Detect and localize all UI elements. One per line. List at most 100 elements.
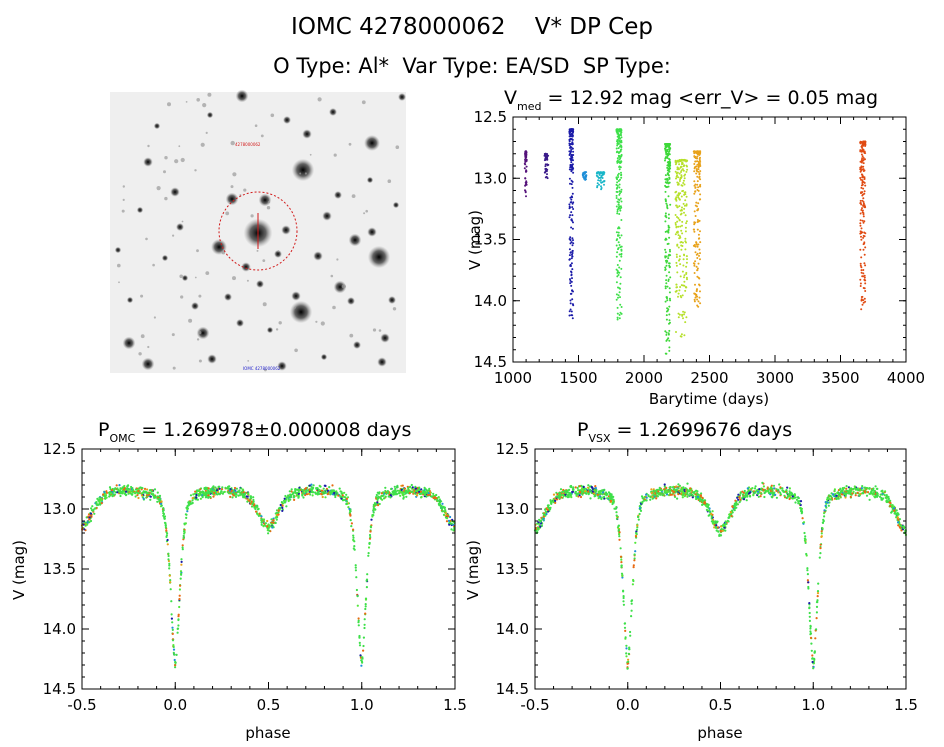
data-point xyxy=(426,493,430,497)
data-point xyxy=(364,598,368,601)
data-point xyxy=(874,494,878,497)
data-point xyxy=(682,179,685,182)
data-point xyxy=(856,487,859,490)
data-point xyxy=(604,492,607,495)
data-point xyxy=(582,176,585,179)
faint-star xyxy=(330,274,334,278)
data-point xyxy=(185,516,188,520)
data-point xyxy=(250,500,253,503)
data-point xyxy=(524,161,527,163)
data-point xyxy=(695,265,698,268)
data-point xyxy=(618,193,621,196)
data-point xyxy=(267,523,270,526)
data-point xyxy=(693,163,696,165)
data-point xyxy=(318,488,321,491)
data-point xyxy=(544,508,547,511)
data-point xyxy=(168,574,171,577)
data-point xyxy=(620,572,624,575)
data-point xyxy=(721,524,725,527)
data-point xyxy=(675,175,678,178)
data-point xyxy=(146,492,150,495)
data-point xyxy=(860,238,863,241)
data-point xyxy=(619,192,621,195)
data-point xyxy=(380,492,383,495)
star xyxy=(225,192,239,206)
data-point xyxy=(685,316,688,319)
data-point xyxy=(778,483,781,486)
data-point xyxy=(820,535,823,539)
data-point xyxy=(746,490,750,493)
data-point xyxy=(363,626,366,630)
data-point xyxy=(260,523,263,526)
image-label-red: 4278000062 xyxy=(235,142,261,147)
star xyxy=(256,280,264,288)
faint-star xyxy=(246,279,249,282)
data-point xyxy=(571,317,574,320)
data-point xyxy=(595,488,598,492)
faint-star xyxy=(243,188,247,192)
data-point xyxy=(728,516,731,519)
data-point xyxy=(683,207,686,210)
data-point xyxy=(289,498,292,501)
data-point xyxy=(796,496,799,499)
data-point xyxy=(862,159,865,161)
data-point xyxy=(331,493,334,496)
data-point xyxy=(174,666,177,669)
data-point xyxy=(668,346,671,349)
data-point xyxy=(570,211,573,214)
faint-star xyxy=(172,234,175,237)
data-point xyxy=(860,256,863,259)
data-point xyxy=(96,503,99,507)
data-point xyxy=(791,495,794,498)
data-point xyxy=(570,155,573,158)
data-point xyxy=(568,314,571,317)
data-point xyxy=(571,141,574,144)
data-point xyxy=(550,502,553,505)
data-point xyxy=(177,624,180,627)
data-point xyxy=(699,160,702,163)
data-point xyxy=(862,236,865,239)
data-point xyxy=(805,552,808,556)
data-point xyxy=(698,237,701,240)
data-point xyxy=(356,595,359,598)
data-point xyxy=(694,204,697,207)
data-point xyxy=(667,257,670,260)
data-point xyxy=(667,333,670,336)
data-point xyxy=(376,491,379,494)
faint-star xyxy=(232,276,236,281)
data-point xyxy=(544,165,547,168)
data-point xyxy=(846,489,850,492)
data-point xyxy=(263,522,266,525)
data-point xyxy=(84,521,87,524)
data-point xyxy=(603,495,606,498)
data-point xyxy=(756,490,760,493)
data-point xyxy=(231,493,234,496)
data-point xyxy=(310,483,313,486)
data-point xyxy=(525,165,528,168)
data-point xyxy=(893,507,896,510)
data-point xyxy=(546,508,549,511)
data-point xyxy=(850,487,853,490)
data-point xyxy=(349,513,352,516)
data-point xyxy=(787,495,790,498)
data-point xyxy=(859,282,862,285)
data-point xyxy=(158,495,161,498)
data-point xyxy=(618,186,621,189)
data-point xyxy=(357,617,360,620)
data-point xyxy=(571,163,574,166)
data-point xyxy=(674,223,677,226)
data-point xyxy=(636,524,639,527)
data-point xyxy=(637,518,640,521)
data-point xyxy=(671,489,674,492)
star xyxy=(153,122,161,130)
data-point xyxy=(694,296,697,299)
data-point xyxy=(777,488,780,491)
data-point xyxy=(570,132,573,135)
data-point xyxy=(669,493,672,496)
data-point xyxy=(635,532,638,535)
data-point xyxy=(664,256,667,259)
data-point xyxy=(167,558,170,561)
data-point xyxy=(754,485,757,488)
data-point xyxy=(739,492,742,495)
data-point xyxy=(570,170,573,173)
